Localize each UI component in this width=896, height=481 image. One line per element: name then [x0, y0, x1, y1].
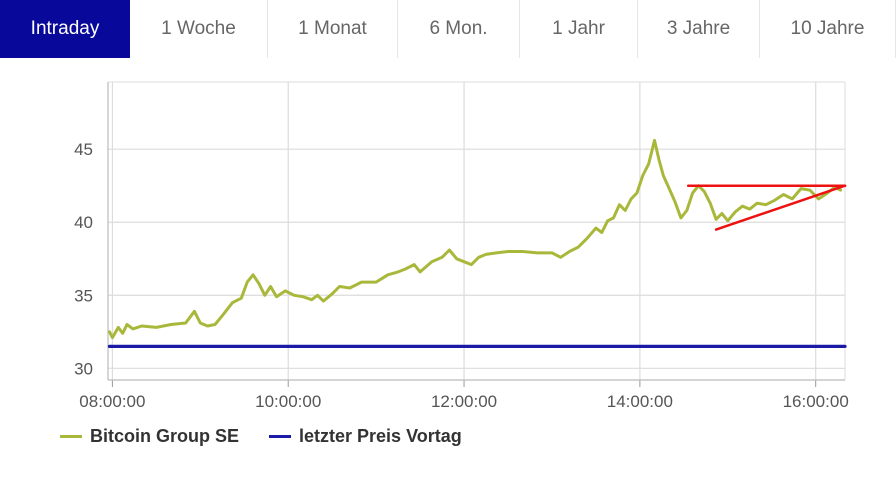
tab-1-woche[interactable]: 1 Woche: [130, 0, 268, 58]
chart-legend: Bitcoin Group SE letzter Preis Vortag: [60, 426, 492, 447]
period-tabs: Intraday 1 Woche 1 Monat 6 Mon. 1 Jahr 3…: [0, 0, 896, 58]
annotation-trendline-2: [714, 184, 847, 231]
x-tick-label-14: 14:00:00: [607, 392, 673, 411]
y-tick-label-35: 35: [74, 286, 93, 305]
legend-item-prev-close[interactable]: letzter Preis Vortag: [269, 426, 462, 447]
x-tick-label-12: 12:00:00: [431, 392, 497, 411]
legend-item-bitcoin-group[interactable]: Bitcoin Group SE: [60, 426, 239, 447]
legend-label-bitcoin-group: Bitcoin Group SE: [90, 426, 240, 446]
legend-label-prev-close: letzter Preis Vortag: [299, 426, 462, 446]
y-tick-label-30: 30: [74, 359, 93, 378]
x-tick-label-08: 08:00:00: [79, 392, 145, 411]
x-tick-label-10: 10:00:00: [255, 392, 321, 411]
y-tick-label-45: 45: [74, 140, 93, 159]
y-tick-label-40: 40: [74, 213, 93, 232]
series-line-bitcoin-group: [108, 138, 843, 340]
tab-10-jahre[interactable]: 10 Jahre: [760, 0, 896, 58]
tab-3-jahre[interactable]: 3 Jahre: [638, 0, 760, 58]
tab-1-monat[interactable]: 1 Monat: [268, 0, 398, 58]
price-chart: 30 35 40 45 08:00:00 10:00:00 12:00:00 14:00:00…: [74, 81, 849, 411]
tab-6-mon[interactable]: 6 Mon.: [398, 0, 520, 58]
x-tick-label-16: 16:00:00: [783, 392, 849, 411]
tab-1-jahr[interactable]: 1 Jahr: [520, 0, 638, 58]
legend-swatch-prev-close: [269, 435, 292, 438]
legend-swatch-bitcoin-group: [60, 435, 82, 438]
tab-intraday[interactable]: Intraday: [0, 0, 130, 58]
